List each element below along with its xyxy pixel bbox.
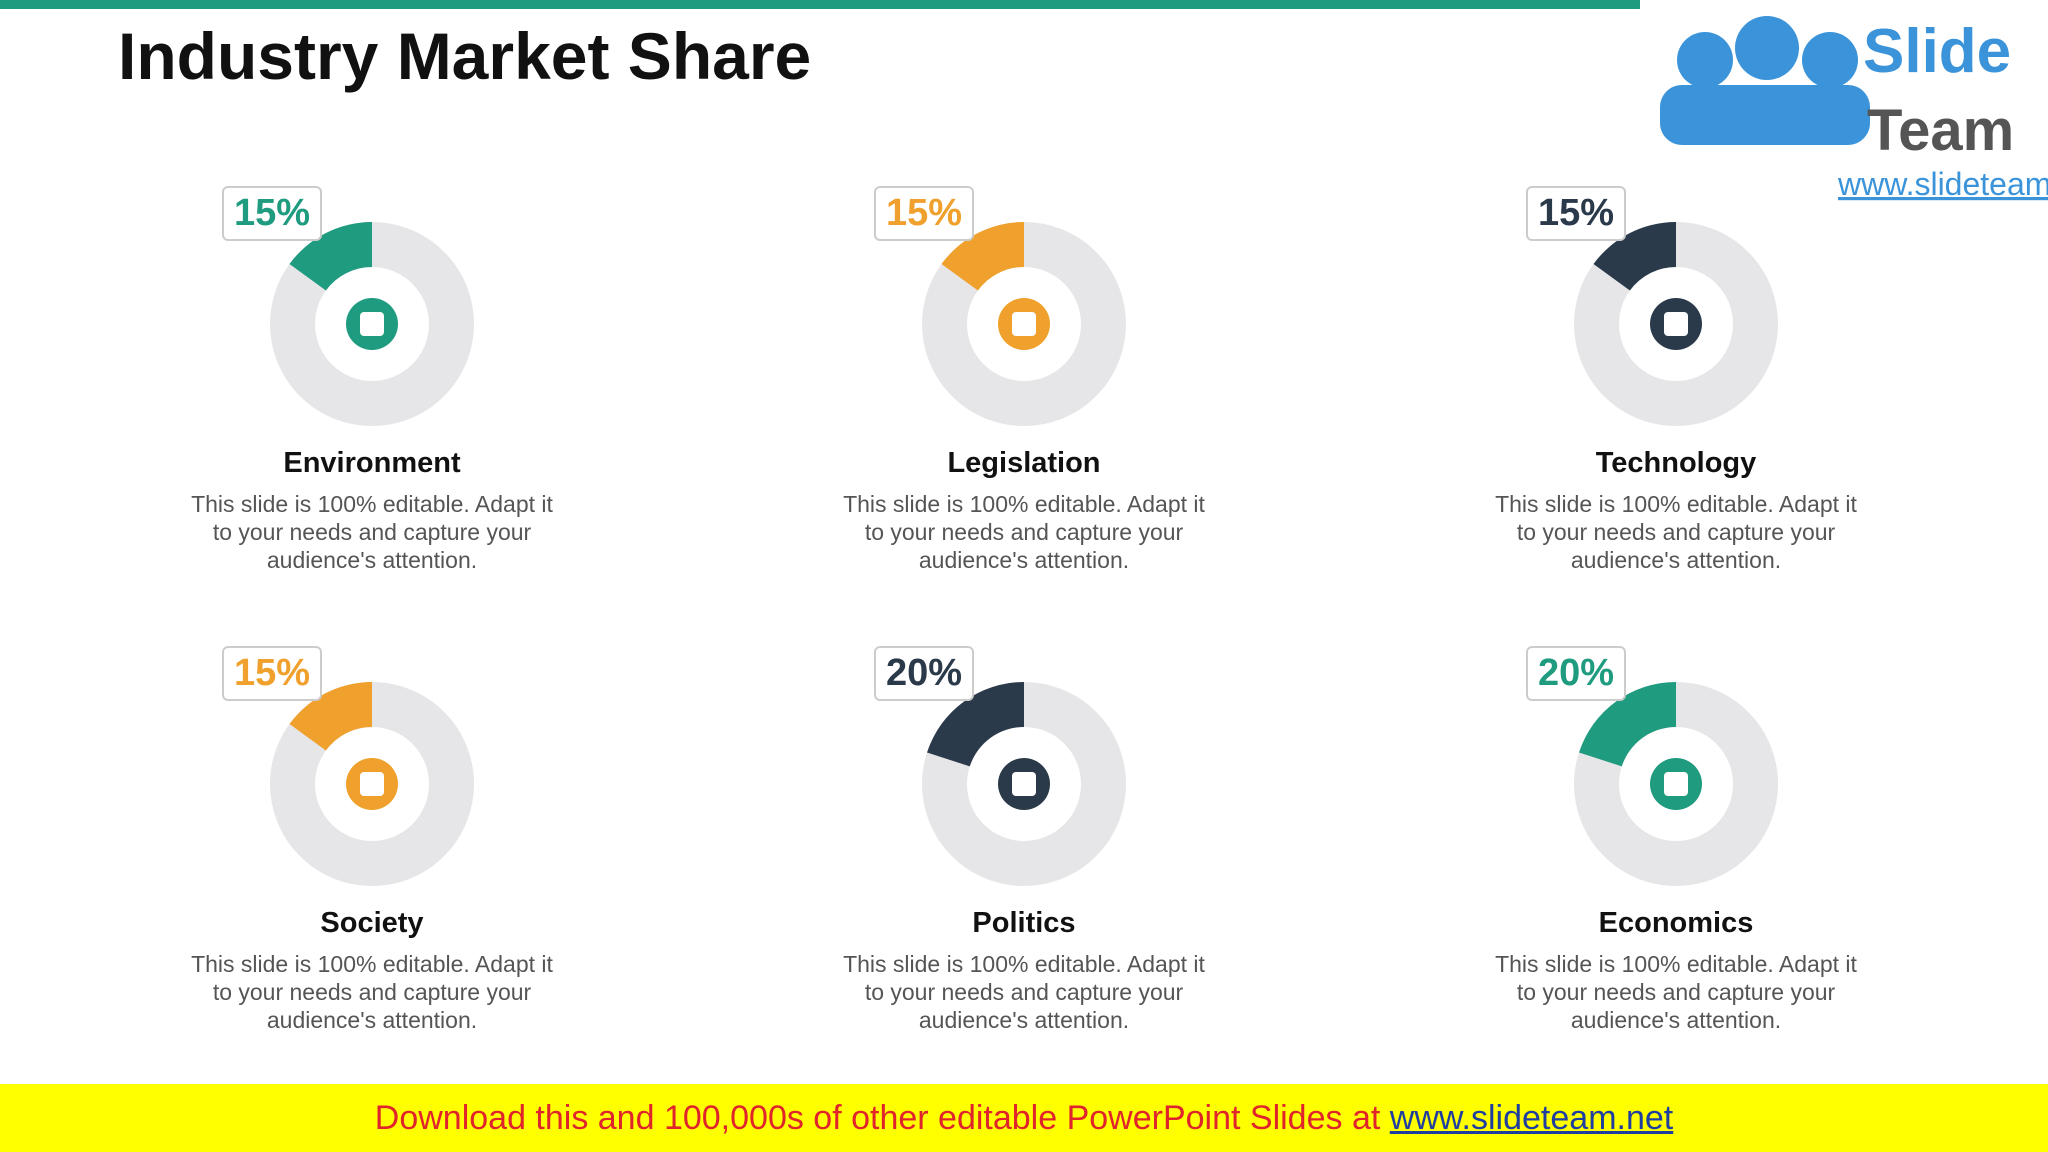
description: This slide is 100% editable. Adapt it to… [1495,951,1857,1033]
description: This slide is 100% editable. Adapt it to… [843,491,1205,573]
donut-chart [270,682,474,886]
chart-title: Economics [1598,907,1754,939]
value-label: 15% [874,186,975,241]
logo-head [1677,32,1733,88]
donut-segment [1578,682,1676,767]
donut-segment [941,222,1024,291]
value-label: 15% [1526,186,1627,241]
footer-text: Download this and 100,000s of other edit… [374,1099,1381,1137]
donut-segment [289,682,372,751]
chart-title: Environment [283,447,461,479]
value-label: 20% [1526,646,1627,701]
donut-segment [289,222,372,291]
logo: Slide Team www.slideteam.net [1660,16,2048,202]
logo-text: Slide [1863,17,2011,86]
chart-title: Legislation [947,447,1101,479]
donut-segment [1593,222,1676,291]
description: This slide is 100% editable. Adapt it to… [191,491,553,573]
top-bar [0,0,1640,9]
chart-title: Technology [1595,447,1757,479]
donut-chart [270,222,474,426]
logo-body [1660,85,1870,145]
icon [1664,772,1688,796]
description: This slide is 100% editable. Adapt it to… [191,951,553,1033]
donut-chart [922,222,1126,426]
donut-chart [1574,682,1778,886]
value-label: 15% [222,646,323,701]
footer: Download this and 100,000s of other edit… [0,1084,2048,1152]
chart-title: Politics [972,907,1076,939]
logo-head [1735,16,1799,80]
donut-segment [926,682,1024,767]
logo-head [1802,32,1858,88]
donut-chart [1574,222,1778,426]
value-label: 15% [222,186,323,241]
icon [1664,312,1688,336]
icon [360,312,384,336]
icon [1012,772,1036,796]
logo-text: Team [1867,98,2014,163]
icon [360,772,384,796]
donut-chart [922,682,1126,886]
description: This slide is 100% editable. Adapt it to… [1495,491,1857,573]
footer-link[interactable]: www.slideteam.net [1389,1099,1674,1137]
chart-title: Society [320,907,424,939]
icon [1012,312,1036,336]
logo-url: www.slideteam.net [1837,166,2048,202]
slide-title: Industry Market Share [118,19,812,93]
description: This slide is 100% editable. Adapt it to… [843,951,1205,1033]
value-label: 20% [874,646,975,701]
